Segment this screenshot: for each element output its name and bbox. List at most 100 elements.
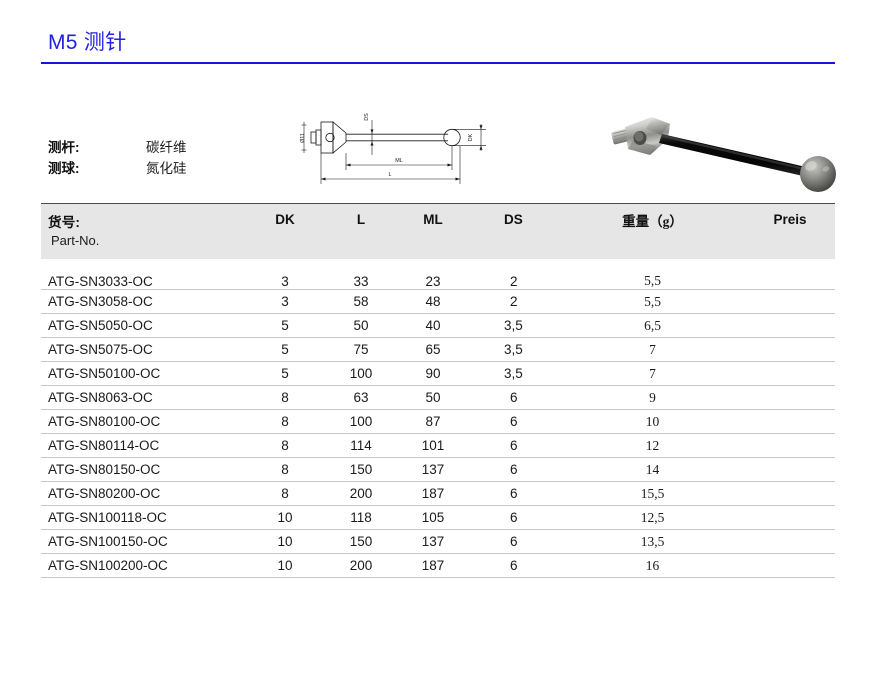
spec-row-stem: 测杆: 碳纤维 [48, 136, 187, 157]
title-underline-rule [41, 62, 835, 64]
cell-ds: 3,5 [468, 337, 560, 362]
cell-ds: 3,5 [468, 361, 560, 386]
cell-price [745, 529, 835, 554]
cell-ds: 2 [468, 289, 560, 314]
cell-weight: 6,5 [560, 313, 745, 338]
cell-part-no: ATG-SN5075-OC [41, 337, 246, 362]
header-part-no-cn: 货号: [48, 215, 81, 230]
cell-ds: 6 [468, 385, 560, 410]
table-row[interactable]: ATG-SN100200-OC 10 200 187 6 16 [41, 553, 835, 578]
cell-part-no: ATG-SN50100-OC [41, 361, 246, 386]
cell-ml: 65 [398, 337, 468, 362]
table-row[interactable]: ATG-SN80100-OC 8 100 87 6 10 [41, 409, 835, 434]
cell-price [745, 553, 835, 578]
table-row[interactable]: ATG-SN80114-OC 8 114 101 6 12 [41, 433, 835, 458]
table-row[interactable]: ATG-SN5075-OC 5 75 65 3,5 7 [41, 337, 835, 362]
cell-weight: 10 [560, 409, 745, 434]
cell-l: 200 [324, 553, 398, 578]
cell-dk: 8 [246, 385, 324, 410]
cell-weight: 5,5 [560, 289, 745, 314]
cell-price [745, 433, 835, 458]
cell-ml: 101 [398, 433, 468, 458]
table-header-row: 货号: Part-No. DK L ML DS 重量（g） Preis [41, 203, 835, 259]
table-row[interactable]: ATG-SN80150-OC 8 150 137 6 14 [41, 457, 835, 482]
cell-ds: 6 [468, 409, 560, 434]
cell-l: 114 [324, 433, 398, 458]
cell-dk: 3 [246, 289, 324, 314]
cell-price [745, 289, 835, 314]
table-row[interactable]: ATG-SN100150-OC 10 150 137 6 13,5 [41, 529, 835, 554]
table-row[interactable]: ATG-SN3033-OC 3 33 23 2 5,5 [41, 259, 835, 290]
cell-l: 200 [324, 481, 398, 506]
cell-part-no: ATG-SN8063-OC [41, 385, 246, 410]
table-row[interactable]: ATG-SN8063-OC 8 63 50 6 9 [41, 385, 835, 410]
cell-weight: 7 [560, 361, 745, 386]
header-part-no-de: Part-No. [51, 233, 100, 248]
cell-l: 100 [324, 361, 398, 386]
cell-ds: 6 [468, 553, 560, 578]
cell-part-no: ATG-SN5050-OC [41, 313, 246, 338]
cell-l: 63 [324, 385, 398, 410]
cell-dk: 5 [246, 361, 324, 386]
cell-ml: 90 [398, 361, 468, 386]
cell-l: 75 [324, 337, 398, 362]
cell-ds: 6 [468, 529, 560, 554]
cell-l: 50 [324, 313, 398, 338]
drawing-label-ball-diameter: DK [468, 133, 474, 141]
table-row[interactable]: ATG-SN50100-OC 5 100 90 3,5 7 [41, 361, 835, 386]
cell-weight: 7 [560, 337, 745, 362]
cell-l: 58 [324, 289, 398, 314]
stylus-technical-drawing: Ø11 DS DK ML L [300, 113, 486, 184]
spec-value-ball: 氮化硅 [146, 161, 187, 176]
cell-part-no: ATG-SN3058-OC [41, 289, 246, 314]
cell-dk: 10 [246, 553, 324, 578]
header-dk: DK [246, 203, 324, 259]
cell-dk: 10 [246, 505, 324, 530]
cell-dk: 3 [246, 259, 324, 290]
cell-weight: 15,5 [560, 481, 745, 506]
cell-weight: 5,5 [560, 259, 745, 290]
spec-value-stem: 碳纤维 [146, 140, 187, 155]
header-l: L [324, 203, 398, 259]
drawing-label-measuring-length: ML [395, 158, 403, 164]
material-spec-block: 测杆: 碳纤维 测球: 氮化硅 [48, 136, 187, 178]
cell-weight: 9 [560, 385, 745, 410]
cell-part-no: ATG-SN100150-OC [41, 529, 246, 554]
cell-l: 150 [324, 529, 398, 554]
cell-ml: 187 [398, 553, 468, 578]
cell-ml: 48 [398, 289, 468, 314]
cell-weight: 12 [560, 433, 745, 458]
cell-weight: 16 [560, 553, 745, 578]
table-row[interactable]: ATG-SN100118-OC 10 118 105 6 12,5 [41, 505, 835, 530]
header-part-no: 货号: Part-No. [41, 203, 246, 259]
photo-carbon-shaft [659, 134, 806, 176]
drawing-label-stem-diameter: DS [364, 113, 370, 121]
cell-part-no: ATG-SN100200-OC [41, 553, 246, 578]
cell-dk: 10 [246, 529, 324, 554]
table-row[interactable]: ATG-SN80200-OC 8 200 187 6 15,5 [41, 481, 835, 506]
cell-ds: 3,5 [468, 313, 560, 338]
cell-dk: 8 [246, 433, 324, 458]
cell-ml: 23 [398, 259, 468, 290]
cell-ml: 40 [398, 313, 468, 338]
cell-ds: 2 [468, 259, 560, 290]
cell-price [745, 385, 835, 410]
cell-weight: 13,5 [560, 529, 745, 554]
cell-part-no: ATG-SN80100-OC [41, 409, 246, 434]
drawing-label-total-length: L [389, 172, 392, 178]
photo-ceramic-ball [800, 156, 836, 192]
cell-ds: 6 [468, 481, 560, 506]
photo-thread-stud [611, 128, 630, 145]
cell-price [745, 409, 835, 434]
cell-ml: 87 [398, 409, 468, 434]
spec-label-stem: 测杆: [48, 140, 80, 155]
cell-part-no: ATG-SN80200-OC [41, 481, 246, 506]
cell-weight: 14 [560, 457, 745, 482]
cell-ml: 137 [398, 457, 468, 482]
cell-price [745, 457, 835, 482]
header-weight: 重量（g） [560, 203, 745, 259]
cell-ml: 50 [398, 385, 468, 410]
cell-l: 150 [324, 457, 398, 482]
table-row[interactable]: ATG-SN3058-OC 3 58 48 2 5,5 [41, 289, 835, 314]
table-row[interactable]: ATG-SN5050-OC 5 50 40 3,5 6,5 [41, 313, 835, 338]
